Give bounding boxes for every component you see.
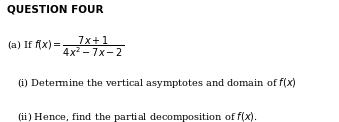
- Text: (i) Determine the vertical asymptotes and domain of $f(x)$: (i) Determine the vertical asymptotes an…: [17, 76, 297, 90]
- Text: QUESTION FOUR: QUESTION FOUR: [7, 5, 103, 15]
- Text: (ii) Hence, find the partial decomposition of $f(x)$.: (ii) Hence, find the partial decompositi…: [17, 110, 258, 122]
- Text: (a) If $f(x) = \dfrac{7x+1}{4x^2-7x-2}$: (a) If $f(x) = \dfrac{7x+1}{4x^2-7x-2}$: [7, 34, 124, 59]
